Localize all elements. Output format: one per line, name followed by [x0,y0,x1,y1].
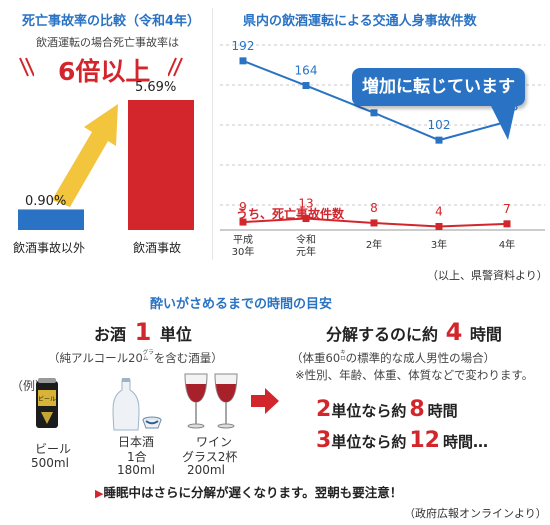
decomp-note-2: ※性別、年齢、体重、体質などで変わります。 [295,368,534,382]
decomp-text-a: 分解するのに約 [326,325,439,344]
series-1-point-2 [370,219,378,227]
bar-chart [18,100,194,230]
series-1-label-3: 4 [435,204,443,218]
series-0-label-0: 192 [232,39,255,53]
bottom-title: 酔いがさめるまでの時間の目安 [150,297,333,312]
death-series-label: うち、死亡事故件数 [236,207,345,221]
unit-note: （純アルコール20 グラムを含む酒量） [48,350,223,366]
series-0-label-1: 164 [295,64,318,78]
bar-category-label-0: 飲酒事故以外 [13,241,86,255]
sake-bottle-icon [112,378,162,431]
x-tick-label-4: 4年 [499,238,515,251]
drink-name-beer: ビール [35,442,72,456]
series-0-label-3: 102 [428,118,451,132]
kilo-bottom: ロ [340,356,346,362]
beer-can-text: ビール [38,395,56,403]
bar-chart-subtitle: 飲酒運転の場合死亡事故率は [36,36,179,49]
unit-heading: お酒 1 単位 [94,318,192,346]
decomp-hours: 4 [445,318,463,346]
unit-prefix: お酒 [94,325,127,344]
slash-right-icon [167,56,184,78]
decomp-note-1: （体重60 キロの標準的な成人男性の場合） [291,350,495,366]
drink-amount-sake: 180ml [117,463,155,477]
x-tick-label-0: 30年 [232,245,255,258]
line-chart-title: 県内の飲酒運転による交通人身事故件数 [243,14,477,29]
series-1-point-1 [302,215,310,223]
drink-sub-wine: グラス2杯 [182,450,238,464]
highlight-ratio: 6倍以上 [58,57,151,86]
gram-bottom: ム [142,356,149,362]
row-3-units: 3単位なら約 12 時間… [316,428,488,453]
series-0-point-2 [370,109,378,117]
warning-text: 睡眠中はさらに分解が遅くなります。翌朝も要注意！ [103,485,403,500]
increase-arrow-icon [52,104,118,207]
x-tick-label-0: 平成 [233,234,253,246]
line-chart-source: （以上、県警資料より） [427,269,548,282]
drink-name-sake: 日本酒 [118,435,155,449]
unit-note-a: （純アルコール20 [48,351,143,365]
row3-text: 単位なら約 [331,433,407,451]
row3-hours: 12 [409,428,440,453]
kilo-top: キ [340,350,346,356]
drink-amount-wine: 200ml [187,463,225,477]
drink-amount-beer: 500ml [31,456,69,470]
row-2-units: 2単位なら約 8 時間 [316,397,458,422]
callout-tail-icon [490,104,516,140]
series-1-point-4 [503,220,511,228]
callout-text: 増加に転じています [362,77,515,97]
gram-unit: グラム [143,350,154,362]
beer-can-icon: ビール [36,378,58,428]
decomp-note-1b: の標準的な成人男性の場合） [345,351,496,365]
x-tick-label-3: 3年 [431,238,447,251]
row3-num: 3 [316,428,332,453]
row3-unit: 時間… [442,433,488,451]
row2-text: 単位なら約 [331,402,407,420]
series-1-label-4: 7 [503,202,511,216]
bar-category-label-1: 飲酒事故 [133,241,182,255]
gram-top: グラ [142,350,154,356]
series-0-point-1 [302,82,310,90]
vertical-divider [212,8,213,260]
bar-0 [18,209,84,230]
bar-value-label-1: 5.69% [135,80,177,95]
bar-chart-title: 死亡事故率の比較（令和4年） [22,14,201,29]
decomp-heading: 分解するのに約 4 時間 [326,318,502,346]
decomp-text-b: 時間 [469,325,502,344]
row2-hours: 8 [409,397,425,422]
unit-note-b: を含む酒量） [153,351,223,365]
bar-1 [128,100,194,230]
series-1-point-0 [239,218,247,226]
series-1-label-0: 9 [239,200,247,214]
bottom-source: （政府広報オンラインより） [404,507,547,520]
series-0-point-3 [435,136,443,144]
slash-left-icon [18,56,35,78]
series-0-point-0 [239,57,247,65]
series-1-label-1: 13 [298,197,313,211]
decomp-note-1a: （体重60 [291,351,341,365]
unit-suffix: 単位 [159,325,192,344]
wine-glasses-icon [184,373,238,429]
unit-number: 1 [134,318,152,346]
callout-bubble: 増加に転じています [352,68,525,106]
line-chart: 平成30年令和元年2年3年4年192164133102123913847 [220,39,545,258]
series-1-label-2: 8 [370,201,378,215]
x-tick-label-2: 2年 [366,238,382,251]
kilo-unit: キロ [340,350,346,362]
row2-unit: 時間 [427,402,458,420]
bar-value-label-0: 0.90% [25,194,67,209]
triangle-bullet-icon: ▶ [95,487,104,500]
drink-name-wine: ワイン [196,435,233,449]
warning-line: ▶睡眠中はさらに分解が遅くなります。翌朝も要注意！ [95,482,402,501]
drink-sub-sake: 1合 [127,450,147,464]
x-tick-label-1: 元年 [296,245,316,258]
row2-num: 2 [316,397,332,422]
x-tick-label-1: 令和 [296,233,316,246]
right-arrow-icon [251,388,279,414]
series-1-point-3 [435,222,443,230]
